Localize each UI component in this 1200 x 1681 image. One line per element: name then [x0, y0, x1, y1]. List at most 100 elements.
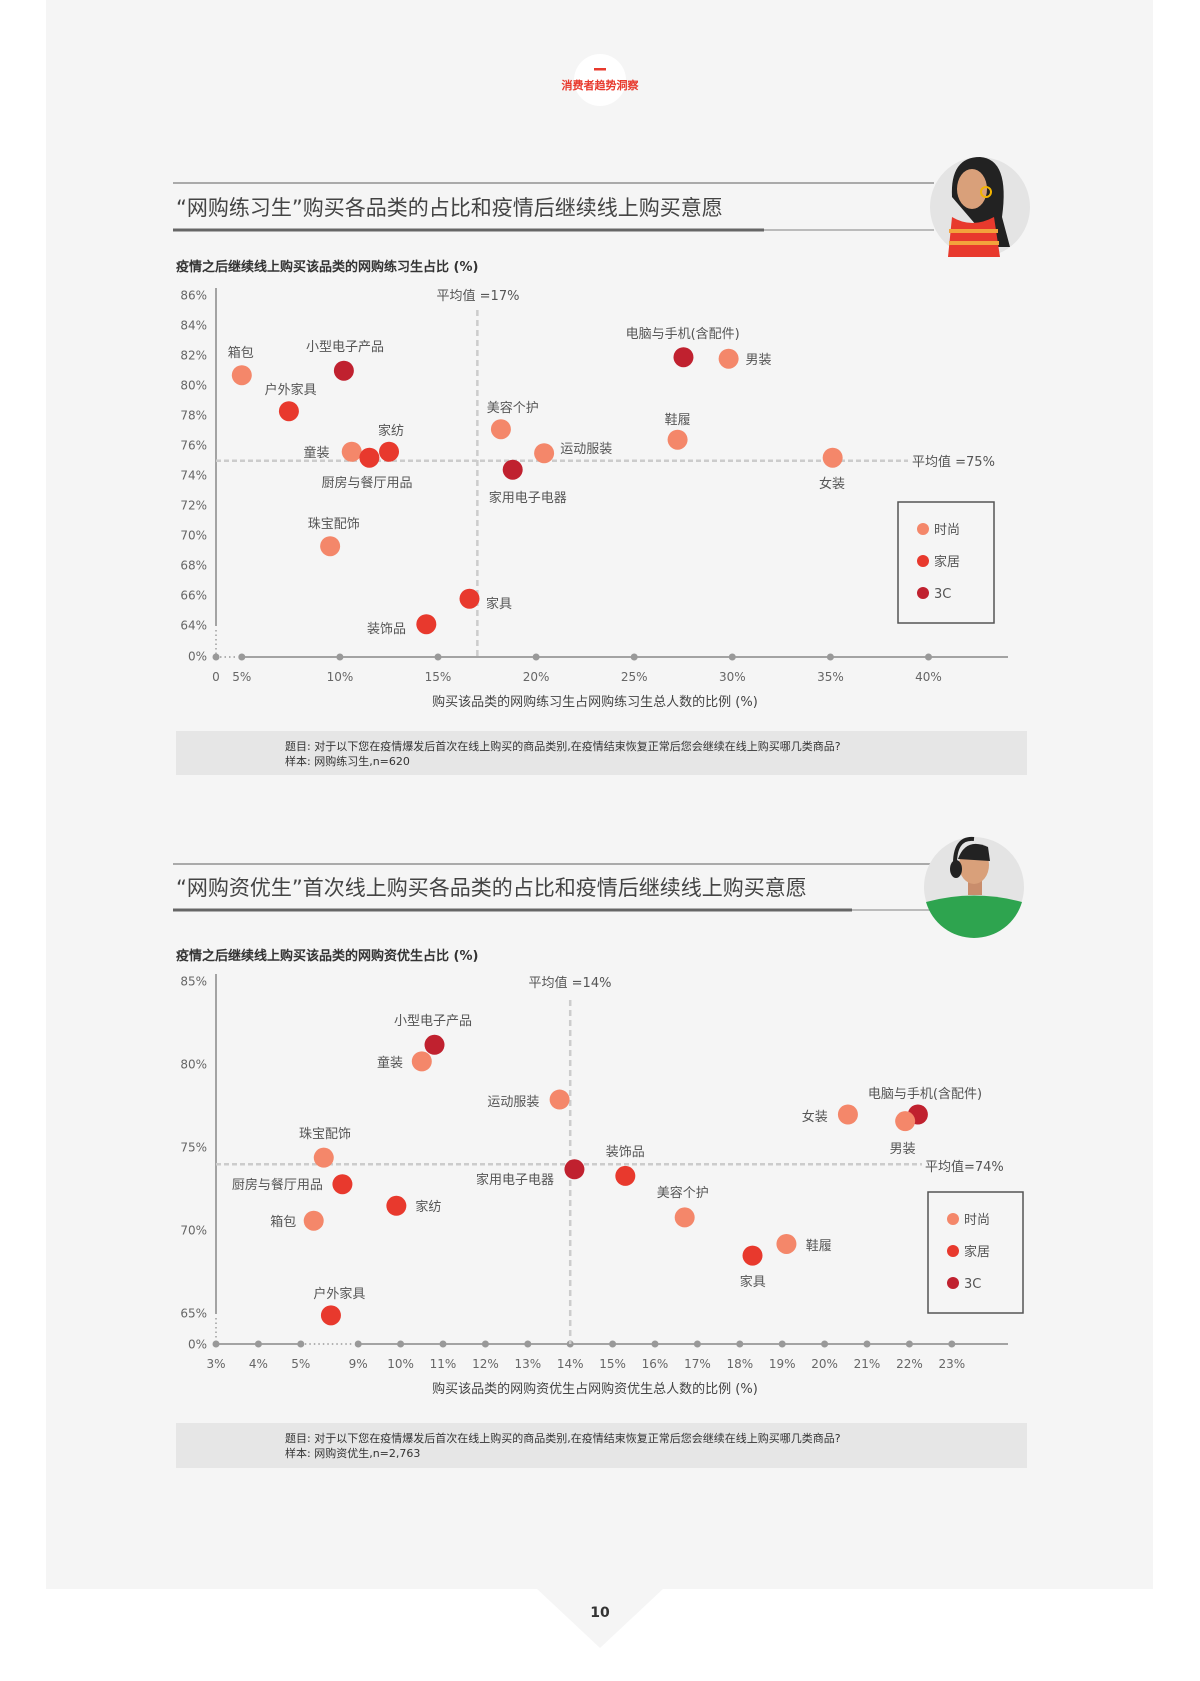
x-tick-mark: [297, 1340, 305, 1348]
note-box: [176, 1423, 1027, 1468]
legend-box: [927, 1191, 1024, 1314]
y-tick-label: 86%: [180, 289, 207, 303]
legend-label: 3C: [964, 1277, 981, 1292]
data-point-label: 装饰品: [606, 1145, 645, 1160]
data-point-3C: [424, 1034, 445, 1055]
x-tick-mark: [826, 653, 834, 661]
data-point-家居: [359, 447, 380, 468]
y-tick-label: 80%: [180, 379, 207, 393]
avatar-face: [957, 169, 987, 209]
y-tick-label: 74%: [180, 469, 207, 483]
x-axis-title: 购买该品类的网购练习生占网购练习生总人数的比例 (%): [432, 694, 758, 710]
x-tick-mark: [336, 653, 344, 661]
data-point-label: 家用电子电器: [476, 1172, 554, 1188]
x-tick-label: 9%: [349, 1357, 368, 1371]
data-point-label: 家具: [486, 596, 512, 612]
data-point-label: 装饰品: [367, 622, 406, 637]
data-point-家居: [416, 614, 437, 635]
x-tick-label: 19%: [769, 1357, 796, 1371]
x-tick-label: 35%: [817, 670, 844, 684]
data-point-label: 男装: [745, 353, 771, 368]
avatar-hair: [958, 843, 990, 861]
legend-swatch-时尚: [947, 1213, 959, 1225]
x-tick-label: 16%: [642, 1357, 669, 1371]
section-label: 消费者趋势洞察: [562, 78, 640, 92]
x-tick-mark: [948, 1340, 956, 1348]
data-point-时尚: [895, 1111, 916, 1132]
x-tick-label: 15%: [425, 670, 452, 684]
legend-box: [897, 501, 995, 624]
y-tick-label: 72%: [180, 499, 207, 513]
data-point-时尚: [320, 536, 341, 557]
data-point-label: 女装: [819, 476, 845, 492]
data-point-时尚: [231, 365, 252, 386]
data-point-label: 箱包: [228, 345, 254, 361]
data-point-label: 厨房与餐厅用品: [232, 1177, 323, 1193]
y-tick-label: 78%: [180, 409, 207, 423]
x-tick-mark: [397, 1340, 405, 1348]
y-tick-label: 82%: [180, 349, 207, 363]
data-point-label: 电脑与手机(含配件): [626, 326, 740, 342]
data-point-label: 小型电子产品: [394, 1014, 472, 1029]
x-tick-label: 12%: [472, 1357, 499, 1371]
x-tick-mark: [630, 653, 638, 661]
x-tick-mark: [524, 1340, 532, 1348]
average-y-label: 平均值=74%: [925, 1159, 1004, 1175]
data-point-时尚: [341, 441, 362, 462]
y-tick-label: 70%: [180, 529, 207, 543]
y-tick-label: 80%: [180, 1058, 207, 1072]
average-x-label: 平均值 =17%: [437, 288, 520, 304]
x-tick-mark: [905, 1340, 913, 1348]
data-point-label: 运动服装: [487, 1095, 539, 1110]
data-point-家居: [615, 1165, 636, 1186]
data-point-label: 珠宝配饰: [299, 1127, 351, 1142]
avatar-earring: [980, 186, 992, 198]
data-point-label: 家纺: [415, 1199, 441, 1215]
page-panel: [46, 0, 1153, 1589]
data-point-时尚: [534, 443, 555, 464]
note-question: 题目: 对于以下您在疫情爆发后首次在线上购买的商品类别,在疫情结束恢复正常后您会…: [285, 1431, 841, 1445]
x-tick-mark: [532, 653, 540, 661]
data-point-label: 电脑与手机(含配件): [868, 1086, 982, 1102]
x-axis-title: 购买该品类的网购资优生占网购资优生总人数的比例 (%): [432, 1381, 758, 1397]
data-point-时尚: [776, 1233, 797, 1254]
x-tick-label: 23%: [938, 1357, 965, 1371]
x-tick-label: 13%: [514, 1357, 541, 1371]
chart-title: “网购资优生”首次线上购买各品类的占比和疫情后继续线上购买意愿: [176, 876, 807, 900]
y-tick-label: 66%: [180, 589, 207, 603]
chart-novice-shoppers: “网购练习生”购买各品类的占比和疫情后继续线上购买意愿疫情之后继续线上购买该品类…: [173, 157, 1030, 775]
x-tick-mark: [254, 1340, 262, 1348]
page-number: 10: [590, 1605, 610, 1621]
x-tick-mark: [481, 1340, 489, 1348]
header-dash-icon: [594, 68, 606, 71]
x-tick-mark: [925, 653, 932, 661]
data-point-时尚: [718, 348, 739, 369]
x-tick-mark: [863, 1340, 871, 1348]
legend-swatch-3C: [917, 587, 929, 599]
legend-label: 家居: [964, 1244, 990, 1260]
data-point-label: 箱包: [270, 1214, 296, 1230]
data-point-3C: [333, 360, 354, 381]
x-tick-mark: [693, 1340, 701, 1348]
average-y-label: 平均值 =75%: [912, 454, 995, 470]
x-tick-mark: [212, 1340, 220, 1348]
data-point-label: 户外家具: [265, 382, 317, 398]
x-tick-mark: [439, 1340, 447, 1348]
data-point-时尚: [303, 1210, 324, 1231]
x-tick-mark: [728, 653, 736, 661]
y-tick-label: 85%: [180, 975, 207, 989]
x-tick-label: 30%: [719, 670, 746, 684]
data-point-label: 小型电子产品: [306, 340, 384, 355]
legend-label: 家居: [934, 554, 960, 570]
x-tick-label: 11%: [430, 1357, 457, 1371]
data-point-label: 户外家具: [313, 1286, 365, 1302]
data-point-时尚: [674, 1207, 695, 1228]
x-tick-mark: [354, 1340, 362, 1348]
data-point-label: 家纺: [378, 423, 404, 439]
x-tick-label: 5%: [232, 670, 251, 684]
headphones-icon: [950, 860, 962, 878]
x-tick-mark: [651, 1340, 659, 1348]
x-tick-label: 14%: [557, 1357, 584, 1371]
avatar-stripe: [949, 229, 998, 233]
data-point-3C: [564, 1159, 585, 1180]
